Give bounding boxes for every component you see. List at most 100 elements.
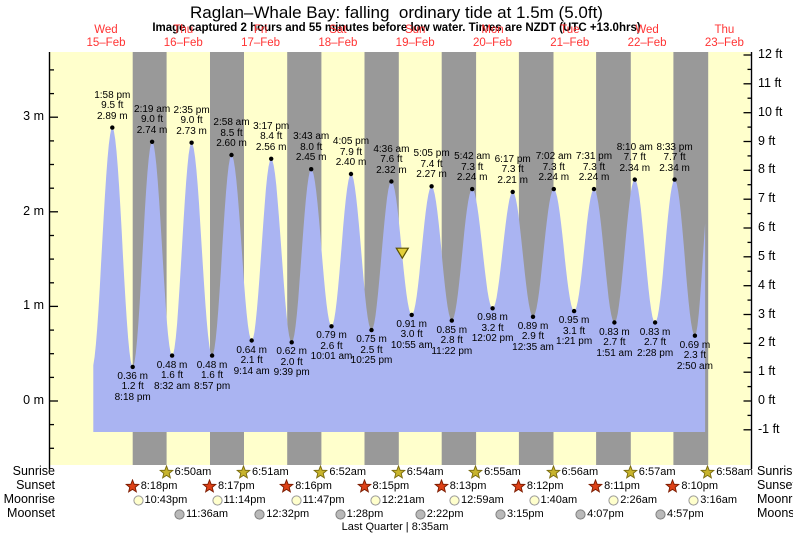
sunset-time: 8:12pm [526, 480, 564, 492]
high-tide-label: 2:58 am 8.5 ft 2.60 m [213, 117, 250, 149]
sunset-time: 8:16pm [295, 480, 332, 492]
moonrise-event: 12:21am [370, 492, 425, 508]
tide-extreme-dot [110, 125, 115, 130]
right-axis-tick-label: 4 ft [758, 277, 776, 292]
right-axis-tick-label: -1 ft [758, 421, 780, 436]
tide-extreme-dot [169, 353, 175, 358]
tide-extreme-dot [149, 139, 155, 144]
right-axis-tick-label: 0 ft [758, 393, 776, 407]
moonset-icon [415, 508, 426, 520]
sunset-event: 8:16pm [279, 478, 332, 494]
high-tide-label: 1:58 pm 9.5 ft 2.89 m [94, 89, 131, 122]
sunrise-icon [468, 464, 484, 479]
tide-extreme-dot [470, 186, 475, 192]
day-name-label: Fri [253, 24, 268, 36]
tide-extreme-dot [369, 327, 374, 333]
right-axis-tick-label: 5 ft [758, 248, 776, 263]
sunset-icon [665, 478, 681, 493]
sunset-icon [588, 478, 604, 493]
tide-extreme-dot [309, 167, 314, 172]
moonset-time: 11:36am [186, 508, 228, 520]
right-axis-tick-label: 11 ft [758, 75, 782, 90]
row-label-sunrise-left: Sunrise [12, 464, 55, 478]
sunset-time: 8:10pm [681, 480, 719, 492]
sunset-icon [124, 478, 140, 493]
sunset-time: 8:17pm [218, 480, 255, 492]
high-tide-label: 7:02 am 7.3 ft 2.24 m [535, 151, 572, 184]
high-tide-label: 7:31 pm 7.3 ft 2.24 m [575, 151, 613, 184]
moonset-event: 3:15pm [495, 506, 544, 522]
low-tide-label: 0.48 m 1.6 ft 8:32 am [154, 359, 191, 392]
sunset-event: 8:12pm [510, 478, 564, 494]
tide-extreme-dot [530, 314, 536, 319]
sunrise-icon [313, 464, 329, 479]
sunrise-icon [158, 464, 174, 479]
moonrise-time: 2:26am [620, 494, 657, 506]
tide-extreme-dot [612, 320, 617, 325]
tide-extreme-dot [389, 179, 394, 184]
moonrise-event: 2:26am [608, 492, 657, 508]
low-tide-label: 0.91 m 3.0 ft 10:55 am [390, 318, 433, 351]
sunset-event: 8:11pm [588, 478, 640, 494]
high-tide-label: 5:05 pm 7.4 ft 2.27 m [413, 148, 450, 181]
day-date-label: 18–Feb [318, 36, 358, 49]
tide-extreme-dot [189, 140, 194, 145]
moonrise-icon [449, 494, 460, 506]
sunrise-time: 6:51am [252, 466, 289, 478]
row-label-moonset-left: Moonset [7, 506, 55, 520]
tide-extreme-dot [269, 156, 274, 161]
sunset-time: 8:11pm [604, 480, 640, 492]
moonset-time: 1:28pm [346, 508, 384, 520]
low-tide-label: 0.75 m 2.5 ft 10:25 pm [350, 334, 393, 367]
moonrise-icon [370, 494, 381, 506]
current-time-marker-icon [395, 247, 410, 260]
moonrise-event: 11:47pm [290, 492, 345, 508]
day-date-label: 20–Feb [472, 36, 512, 49]
sunrise-event: 6:55am [468, 464, 521, 480]
tide-extreme-dot [510, 189, 515, 195]
moonrise-icon [211, 494, 223, 506]
tide-extreme-dot [449, 318, 454, 323]
sunset-icon [202, 478, 217, 493]
right-axis-tick-label: 6 ft [758, 220, 776, 234]
sunrise-time: 6:50am [174, 466, 212, 478]
sunrise-time: 6:52am [329, 466, 367, 478]
sunrise-event: 6:54am [390, 464, 444, 480]
sunrise-time: 6:58am [716, 466, 753, 478]
moonset-time: 4:57pm [667, 508, 704, 520]
right-axis-tick-label: 9 ft [758, 133, 776, 148]
tide-extreme-dot [672, 177, 677, 182]
sunset-icon [433, 478, 449, 493]
moonrise-event: 11:14pm [211, 492, 266, 508]
moonset-time: 2:22pm [426, 508, 464, 520]
sunrise-icon [545, 464, 561, 479]
moonset-event: 2:22pm [415, 506, 464, 522]
row-label-moonrise-right: Moonrise [757, 492, 793, 506]
high-tide-label: 5:42 am 7.3 ft 2.24 m [454, 151, 491, 184]
moon-phase-footer: Last Quarter | 8:35am [341, 521, 449, 533]
tide-extreme-dot [249, 338, 254, 343]
sunrise-time: 6:55am [484, 466, 521, 478]
right-axis-tick-label: 3 ft [758, 306, 776, 321]
day-date-label: 17–Feb [241, 36, 281, 49]
day-name-label: Sun [404, 24, 426, 36]
tide-extreme-dot [551, 186, 556, 192]
day-name-label: Wed [94, 24, 118, 36]
moonset-event: 11:36am [174, 506, 228, 522]
low-tide-label: 0.85 m 2.8 ft 11:22 pm [431, 324, 473, 357]
day-date-label: 16–Feb [163, 36, 203, 49]
right-axis-tick-label: 8 ft [758, 162, 776, 177]
sunset-time: 8:15pm [372, 480, 410, 492]
sunrise-icon [622, 464, 638, 479]
low-tide-label: 0.79 m 2.6 ft 10:01 am [310, 330, 353, 363]
left-axis-tick-label: 3 m [23, 109, 44, 124]
row-label-moonrise-left: Moonrise [3, 492, 55, 506]
moonrise-event: 10:43pm [132, 492, 187, 508]
sunset-event: 8:13pm [433, 478, 486, 494]
sunset-icon [279, 478, 295, 493]
moonrise-icon [528, 494, 540, 506]
right-axis-tick-label: 1 ft [758, 364, 776, 379]
moonrise-event: 12:59am [449, 492, 504, 508]
